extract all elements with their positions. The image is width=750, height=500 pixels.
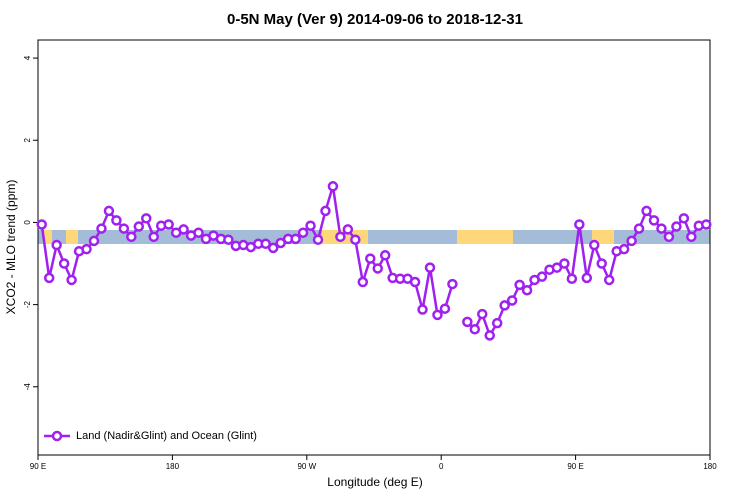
data-point: [551, 262, 563, 273]
data-point: [126, 231, 137, 243]
x-tick-label: 90 E: [30, 462, 46, 471]
y-tick-label: 4: [23, 55, 32, 60]
data-point: [514, 279, 525, 291]
data-point: [633, 223, 645, 234]
data-point: [365, 253, 376, 264]
x-tick-label: 180: [703, 462, 717, 471]
data-point: [312, 234, 324, 245]
data-point: [335, 231, 346, 243]
data-point: [506, 295, 518, 306]
data-point: [462, 316, 473, 328]
chart-title: 0-5N May (Ver 9) 2014-09-06 to 2018-12-3…: [227, 11, 523, 28]
data-point: [469, 324, 481, 335]
data-point: [447, 278, 458, 290]
plot-frame: [37, 39, 711, 456]
land-band: [592, 230, 614, 244]
legend-label: Land (Nadir&Glint) and Ocean (Glint): [76, 430, 257, 442]
y-tick-label: -2: [23, 301, 32, 309]
data-point: [111, 215, 122, 226]
data-point: [409, 276, 421, 288]
data-point: [118, 223, 130, 234]
data-point: [141, 213, 152, 224]
data-point: [297, 227, 309, 238]
data-point: [320, 205, 331, 217]
data-point: [305, 220, 316, 231]
data-point: [81, 243, 92, 255]
data-point: [96, 223, 107, 234]
data-point: [148, 231, 159, 243]
data-point: [432, 309, 443, 321]
land-band: [457, 230, 513, 244]
y-tick-label: 0: [23, 220, 32, 225]
data-point: [133, 221, 145, 232]
land-band: [66, 230, 78, 244]
data-point: [618, 243, 630, 255]
data-point: [477, 308, 488, 320]
data-point: [678, 213, 690, 224]
data-point: [275, 237, 286, 249]
data-point: [559, 258, 570, 269]
data-point: [671, 221, 682, 232]
data-point: [36, 219, 47, 230]
land-ocean-band: [38, 230, 710, 244]
data-point: [372, 263, 383, 274]
data-point: [66, 274, 77, 286]
data-point: [103, 205, 115, 217]
data-point: [290, 233, 301, 245]
y-tick-label: -4: [23, 383, 32, 391]
data-point: [701, 219, 712, 230]
data-point: [574, 219, 585, 230]
data-point: [484, 330, 495, 341]
data-point: [327, 181, 339, 192]
data-point: [260, 238, 271, 250]
legend-marker: [51, 430, 63, 442]
y-tick-label: 2: [23, 137, 32, 142]
y-axis-label: XCO2 - MLO trend (ppm): [4, 180, 18, 315]
data-point: [439, 303, 451, 314]
data-point: [663, 231, 675, 243]
data-point: [596, 258, 607, 269]
data-point: [589, 239, 600, 251]
x-tick-label: 90 E: [567, 462, 583, 471]
data-point: [656, 223, 667, 234]
data-point: [417, 304, 428, 315]
data-point: [163, 219, 174, 230]
data-point: [342, 224, 354, 235]
data-point: [51, 239, 62, 251]
data-point: [499, 300, 510, 311]
x-tick-label: 90 W: [297, 462, 316, 471]
data-point: [193, 227, 204, 238]
data-point: [43, 272, 55, 284]
data-point: [357, 276, 369, 288]
data-point: [648, 215, 660, 226]
data-point: [566, 273, 578, 284]
data-point: [491, 317, 503, 329]
data-point: [223, 234, 234, 245]
land-band: [44, 230, 52, 244]
data-point: [581, 272, 593, 284]
data-point: [379, 250, 391, 261]
x-tick-label: 180: [166, 462, 180, 471]
data-point: [521, 284, 533, 296]
data-point: [350, 234, 361, 245]
data-point: [88, 235, 100, 247]
data-point: [536, 271, 548, 282]
data-point: [641, 205, 652, 217]
data-point: [58, 258, 70, 269]
data-point: [626, 235, 637, 247]
data-point: [603, 274, 615, 286]
x-axis-label: Longitude (deg E): [327, 475, 422, 489]
data-point: [178, 224, 189, 235]
x-tick-label: 0: [439, 462, 444, 471]
data-point: [686, 231, 697, 243]
data-point: [424, 262, 436, 273]
data-point: [267, 242, 279, 254]
